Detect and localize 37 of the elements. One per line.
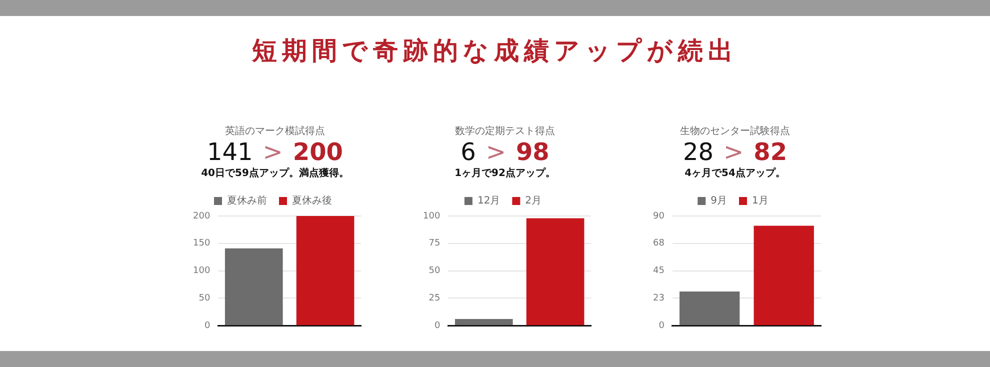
chart-title: 英語のマーク模試得点: [224, 124, 326, 138]
legend-label: 12月: [477, 196, 500, 207]
legend-label: 夏休み後: [292, 194, 332, 207]
text: 28: [682, 138, 714, 166]
text: 141: [206, 138, 253, 166]
y-tick-label: 200: [192, 211, 210, 222]
chart-subtitle: 4ヶ月で54点アップ。: [684, 166, 786, 180]
y-tick-label: 68: [653, 238, 665, 249]
y-tick-label: 0: [434, 320, 440, 331]
chart-title: 数学の定期テスト得点: [454, 124, 556, 138]
chart-subtitle: 40日で59点アップ。満点獲得。: [200, 166, 350, 180]
y-tick-label: 0: [658, 320, 665, 331]
text: 200: [292, 138, 344, 166]
y-tick-label: 50: [428, 266, 440, 276]
y-tick-label: 45: [653, 266, 664, 276]
text: >: [724, 138, 744, 166]
y-tick-label: 100: [192, 266, 210, 276]
text: >: [486, 138, 506, 166]
chart-title: 生物のセンター試験得点: [679, 124, 791, 138]
y-tick-label: 90: [653, 211, 665, 222]
text: >: [262, 138, 283, 166]
legend-label: 2月: [525, 196, 542, 207]
legend-label: 9月: [710, 196, 728, 207]
y-tick-label: 75: [428, 238, 440, 249]
y-tick-label: 0: [204, 320, 210, 331]
text: 6: [460, 138, 476, 166]
legend-label: 夏休み前: [227, 194, 267, 207]
legend-label: 1月: [752, 196, 768, 207]
y-tick-label: 23: [653, 294, 664, 304]
text: 短期間で奇跡的な成績アップが続出: [251, 35, 739, 67]
chart-subtitle: 1ヶ月で92点アップ。: [454, 166, 556, 180]
y-tick-label: 50: [198, 294, 210, 304]
y-tick-label: 25: [428, 294, 440, 304]
text: 82: [754, 138, 788, 166]
y-tick-label: 100: [422, 211, 440, 222]
text: 98: [516, 138, 550, 166]
y-tick-label: 150: [192, 238, 210, 249]
